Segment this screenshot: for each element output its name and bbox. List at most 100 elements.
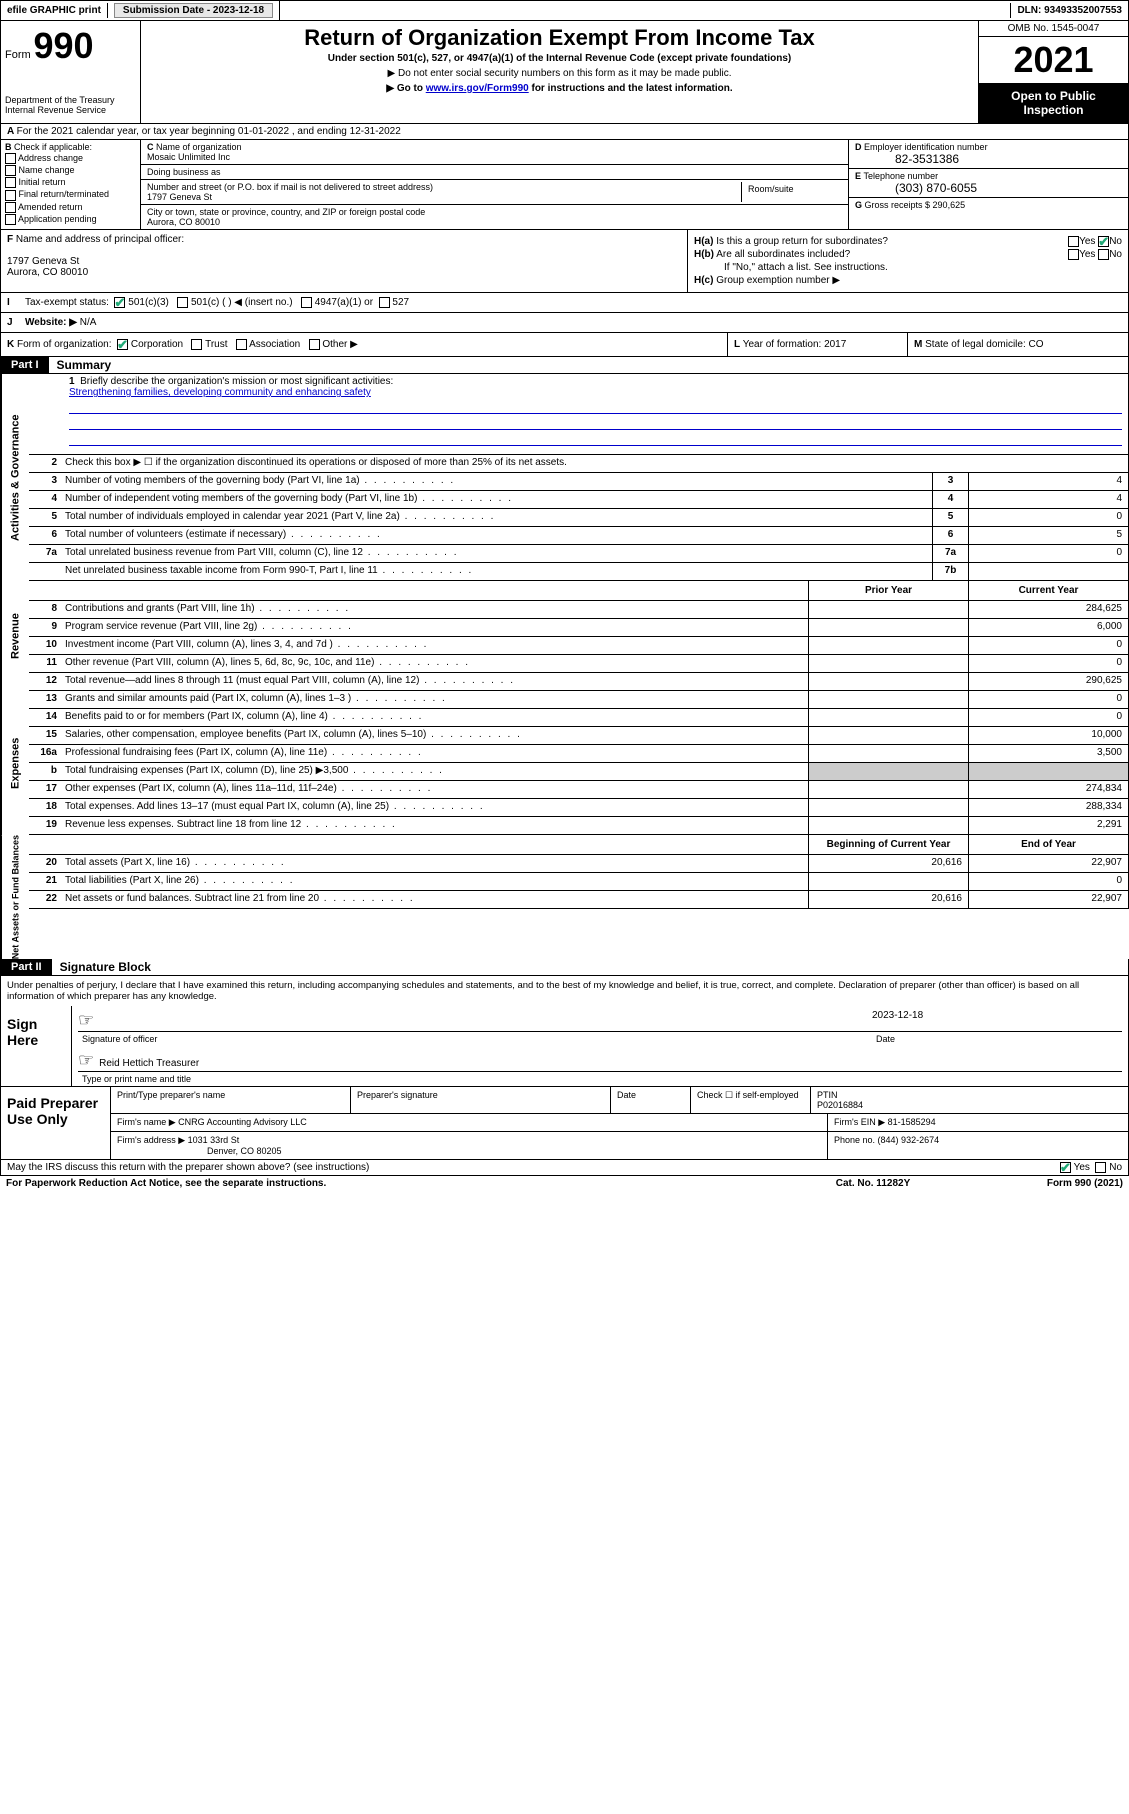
tax-year: 2021	[979, 37, 1128, 83]
open-inspection: Open to Public Inspection	[979, 83, 1128, 123]
dept-label: Department of the Treasury	[5, 95, 136, 105]
table-row: 22Net assets or fund balances. Subtract …	[29, 891, 1129, 909]
form-subtitle: Under section 501(c), 527, or 4947(a)(1)…	[149, 53, 970, 64]
instructions-link[interactable]: www.irs.gov/Form990	[426, 83, 529, 94]
website-value: N/A	[80, 317, 97, 328]
prep-self-emp: Check ☐ if self-employed	[691, 1087, 811, 1113]
chk-name-change[interactable]: Name change	[5, 165, 136, 176]
firm-addr: Firm's address ▶ 1031 33rd St Denver, CO…	[111, 1132, 828, 1159]
chk-501c[interactable]	[177, 297, 188, 308]
mission-text[interactable]: Strengthening families, developing commu…	[69, 387, 371, 398]
chk-amended[interactable]: Amended return	[5, 202, 136, 213]
form-title: Return of Organization Exempt From Incom…	[149, 25, 970, 51]
table-row: 7aTotal unrelated business revenue from …	[29, 545, 1129, 563]
table-row: 18Total expenses. Add lines 13–17 (must …	[29, 799, 1129, 817]
table-row: 5Total number of individuals employed in…	[29, 509, 1129, 527]
chk-trust[interactable]	[191, 339, 202, 350]
table-row: 20Total assets (Part X, line 16)20,61622…	[29, 855, 1129, 873]
addr-label: Number and street (or P.O. box if mail i…	[147, 182, 433, 192]
employer-info: D Employer identification number 82-3531…	[848, 140, 1128, 229]
signature-block: Under penalties of perjury, I declare th…	[0, 976, 1129, 1087]
form-prefix: Form	[5, 49, 31, 61]
table-row: 19Revenue less expenses. Subtract line 1…	[29, 817, 1129, 835]
org-city: Aurora, CO 80010	[147, 217, 220, 227]
dln: DLN: 93493352007553	[1010, 3, 1128, 18]
omb-number: OMB No. 1545-0047	[979, 21, 1128, 37]
form-year-block: OMB No. 1545-0047 2021 Open to Public In…	[978, 21, 1128, 123]
table-row: 11Other revenue (Part VIII, column (A), …	[29, 655, 1129, 673]
footer: For Paperwork Reduction Act Notice, see …	[0, 1176, 1129, 1191]
chk-other[interactable]	[309, 339, 320, 350]
table-row: 14Benefits paid to or for members (Part …	[29, 709, 1129, 727]
form-number: 990	[33, 25, 93, 66]
table-row: 16aProfessional fundraising fees (Part I…	[29, 745, 1129, 763]
table-row: bTotal fundraising expenses (Part IX, co…	[29, 763, 1129, 781]
block-bcd: B Check if applicable: Address change Na…	[0, 140, 1129, 230]
org-address: 1797 Geneva St	[147, 192, 212, 202]
org-name-label: Name of organization	[156, 142, 242, 152]
part2-header: Part II Signature Block	[0, 959, 1129, 976]
cat-no: Cat. No. 11282Y	[773, 1178, 973, 1189]
firm-ein: Firm's EIN ▶ 81-1585294	[828, 1114, 1128, 1131]
name-title-label: Type or print name and title	[78, 1072, 1122, 1086]
table-row: 9Program service revenue (Part VIII, lin…	[29, 619, 1129, 637]
prep-ptin: PTINP02016884	[811, 1087, 1128, 1113]
principal-officer: F Name and address of principal officer:…	[1, 230, 688, 292]
sig-declaration: Under penalties of perjury, I declare th…	[1, 976, 1128, 1006]
part1-header: Part I Summary	[0, 357, 1129, 374]
group-return: H(a) Is this a group return for subordin…	[688, 230, 1128, 292]
chk-corp[interactable]	[117, 339, 128, 350]
ein-value: 82-3531386	[855, 152, 1122, 166]
section-governance: Activities & Governance 1 Briefly descri…	[0, 374, 1129, 581]
section-net-assets: Net Assets or Fund Balances Beginning of…	[0, 835, 1129, 959]
table-row: Net unrelated business taxable income fr…	[29, 563, 1129, 581]
table-row: 3Number of voting members of the governi…	[29, 473, 1129, 491]
form-title-block: Return of Organization Exempt From Incom…	[141, 21, 978, 123]
chk-501c3[interactable]	[114, 297, 125, 308]
chk-final-return[interactable]: Final return/terminated	[5, 189, 136, 200]
preparer-title: Paid Preparer Use Only	[1, 1087, 111, 1159]
section-expenses: Expenses 13Grants and similar amounts pa…	[0, 691, 1129, 835]
table-row: 10Investment income (Part VIII, column (…	[29, 637, 1129, 655]
ein-label: Employer identification number	[864, 142, 988, 152]
form-footer: Form 990 (2021)	[973, 1178, 1123, 1189]
officer-name: Reid Hettich Treasurer	[99, 1058, 199, 1069]
form-id-block: Form 990 Department of the Treasury Inte…	[1, 21, 141, 123]
chk-initial-return[interactable]: Initial return	[5, 177, 136, 188]
sig-date: 2023-12-18	[872, 1010, 1122, 1031]
discuss-row: May the IRS discuss this return with the…	[0, 1160, 1129, 1176]
form-org-row: K Form of organization: Corporation Trus…	[0, 333, 1129, 357]
submission-date-button[interactable]: Submission Date - 2023-12-18	[114, 3, 273, 18]
org-info: C Name of organization Mosaic Unlimited …	[141, 140, 848, 229]
sig-officer-label: Signature of officer	[78, 1032, 872, 1046]
discuss-no[interactable]	[1095, 1162, 1106, 1173]
mission-block: 1 Briefly describe the organization's mi…	[29, 374, 1129, 455]
chk-527[interactable]	[379, 297, 390, 308]
table-row: 21Total liabilities (Part X, line 26)0	[29, 873, 1129, 891]
gross-value: 290,625	[933, 200, 966, 210]
firm-phone: Phone no. (844) 932-2674	[828, 1132, 1128, 1159]
discuss-yes[interactable]	[1060, 1162, 1071, 1173]
revenue-header: Prior Year Current Year	[29, 581, 1129, 601]
chk-assoc[interactable]	[236, 339, 247, 350]
chk-address-change[interactable]: Address change	[5, 153, 136, 164]
submission-date: Submission Date - 2023-12-18	[108, 1, 280, 20]
prep-date-label: Date	[611, 1087, 691, 1113]
website-row: J Website: ▶ N/A	[0, 313, 1129, 333]
table-row: 15Salaries, other compensation, employee…	[29, 727, 1129, 745]
sig-date-label: Date	[872, 1032, 1122, 1046]
table-row: 8Contributions and grants (Part VIII, li…	[29, 601, 1129, 619]
efile-label: efile GRAPHIC print	[1, 3, 108, 18]
check-applicable: B Check if applicable: Address change Na…	[1, 140, 141, 229]
sign-here-label: Sign Here	[1, 1006, 71, 1086]
preparer-block: Paid Preparer Use Only Print/Type prepar…	[0, 1087, 1129, 1160]
chk-4947[interactable]	[301, 297, 312, 308]
prep-name-label: Print/Type preparer's name	[111, 1087, 351, 1113]
table-row: 6Total number of volunteers (estimate if…	[29, 527, 1129, 545]
chk-application-pending[interactable]: Application pending	[5, 214, 136, 225]
top-bar: efile GRAPHIC print Submission Date - 20…	[0, 0, 1129, 21]
section-revenue: Revenue Prior Year Current Year 8Contrib…	[0, 581, 1129, 691]
pra-notice: For Paperwork Reduction Act Notice, see …	[6, 1178, 773, 1189]
table-row: 4Number of independent voting members of…	[29, 491, 1129, 509]
city-label: City or town, state or province, country…	[147, 207, 425, 217]
